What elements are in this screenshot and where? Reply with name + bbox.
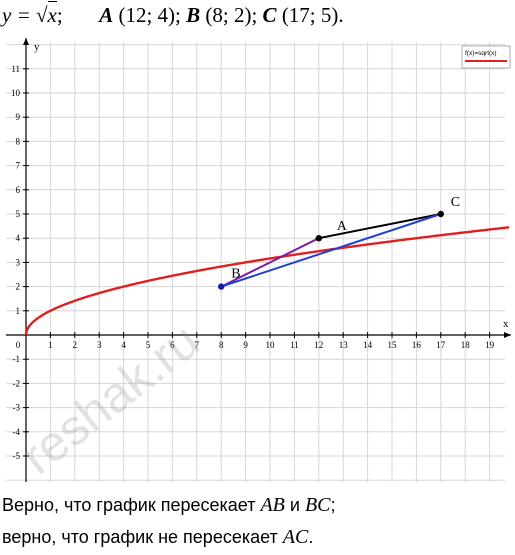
- x-tick-label: 4: [121, 340, 126, 350]
- answer-1-and: и: [284, 495, 305, 515]
- x-tick-label: 18: [461, 340, 471, 350]
- y-tick-label: 2: [16, 282, 21, 292]
- x-tick-label: 1: [48, 340, 53, 350]
- y-tick-label: 1: [16, 306, 21, 316]
- sqrt-symbol: √: [36, 3, 48, 27]
- problem-statement: y = √x; A (12; 4); B (8; 2); C (17; 5).: [2, 1, 344, 28]
- point-c: [437, 210, 444, 218]
- legend-label: f(x)=sqrt(x): [465, 50, 497, 57]
- x-tick-label: 9: [243, 340, 248, 350]
- point-a-coords: (12; 4);: [118, 3, 181, 27]
- x-tick-label: 7: [195, 340, 200, 350]
- legend-box: [461, 45, 511, 69]
- y-tick-label: -1: [13, 354, 21, 364]
- answer-1-text: Верно, что график пересекает: [2, 495, 261, 515]
- function-radicand: x: [47, 1, 57, 27]
- sqrt-curve: [24, 226, 510, 335]
- y-axis-label: y: [34, 41, 40, 53]
- x-tick-label: 6: [170, 340, 175, 350]
- point-b: [218, 283, 225, 290]
- y-tick-label: 3: [16, 257, 21, 267]
- point-a: [315, 235, 322, 242]
- y-tick-label: -5: [13, 451, 21, 461]
- segment-bc: [220, 213, 442, 288]
- x-tick-label: 5: [146, 340, 151, 350]
- y-tick-label: -2: [13, 378, 21, 388]
- point-label-c: C: [451, 195, 460, 210]
- segment-ac-label: AC: [282, 526, 309, 548]
- x-tick-label: 16: [412, 340, 422, 350]
- x-axis-arrow: [504, 332, 511, 338]
- y-tick-label: 4: [16, 233, 21, 243]
- point-c-name: C: [262, 3, 277, 27]
- answer-2-end: .: [308, 527, 314, 547]
- answer-1-end: ;: [330, 495, 336, 515]
- answer-line-1: Верно, что график пересекает AB и BC;: [2, 494, 336, 517]
- origin-label: 0: [16, 340, 21, 350]
- function-graph: xy1 2 3 4 5 6 7 8 9 10 11 12 13 14 15 16 17 18 19-5-4-3-2-…: [6, 38, 511, 482]
- x-tick-label: 3: [97, 340, 102, 350]
- segment-ba: [220, 237, 320, 288]
- y-tick-label: -4: [13, 427, 21, 437]
- y-axis-arrow: [23, 38, 29, 45]
- segment-ab-label: AB: [260, 494, 285, 516]
- point-label-b: B: [231, 267, 240, 282]
- x-tick-label: 8: [219, 340, 224, 350]
- point-a-name: A: [99, 3, 114, 27]
- x-tick-label: 13: [339, 340, 349, 350]
- y-tick-label: 7: [16, 161, 21, 171]
- answer-line-2: верно, что график не пересекает AC.: [2, 526, 313, 549]
- answer-2-text: верно, что график не пересекает: [2, 527, 283, 547]
- y-tick-label: 6: [16, 185, 21, 195]
- y-tick-label: -3: [13, 403, 21, 413]
- y-tick-label: 5: [16, 209, 21, 219]
- point-b-coords: (8; 2);: [205, 3, 258, 27]
- point-label-a: A: [337, 219, 348, 234]
- y-tick-label: 10: [11, 88, 21, 98]
- x-tick-label: 10: [266, 340, 276, 350]
- segment-bc-label: BC: [304, 494, 331, 516]
- point-b-name: B: [186, 3, 201, 27]
- x-tick-label: 12: [314, 340, 323, 350]
- y-tick-label: 9: [16, 112, 21, 122]
- x-tick-label: 15: [388, 340, 398, 350]
- x-tick-label: 19: [485, 340, 495, 350]
- x-tick-label: 17: [436, 340, 446, 350]
- y-tick-label: 11: [11, 64, 20, 74]
- x-tick-label: 11: [290, 340, 299, 350]
- x-tick-label: 14: [363, 340, 373, 350]
- segment-ac: [318, 213, 441, 240]
- x-axis-label: x: [503, 318, 509, 330]
- function-end: ;: [56, 3, 63, 27]
- x-tick-label: 2: [73, 340, 78, 350]
- function-lhs: y =: [2, 3, 36, 27]
- y-tick-label: 8: [16, 136, 21, 146]
- point-c-coords: (17; 5).: [281, 3, 344, 27]
